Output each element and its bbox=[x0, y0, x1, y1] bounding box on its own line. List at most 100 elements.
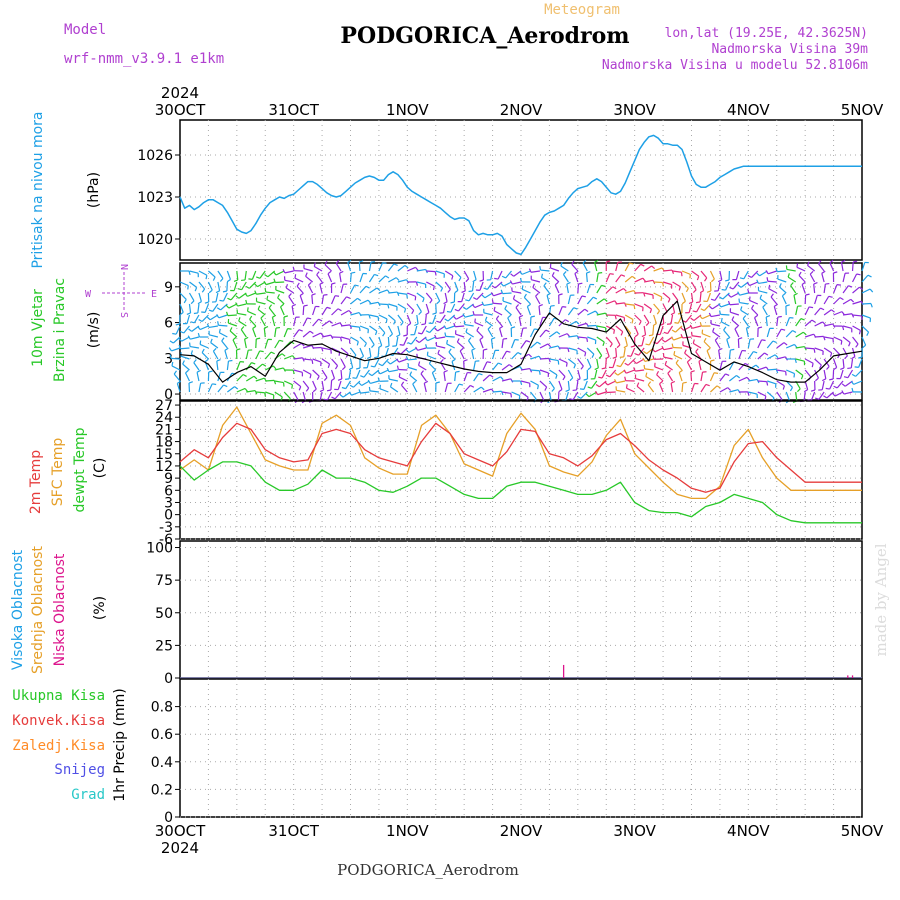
wind-barb bbox=[369, 301, 379, 305]
wind-barb-flag bbox=[731, 316, 735, 321]
wind-barb bbox=[842, 285, 849, 294]
wind-barb-flag bbox=[275, 326, 281, 329]
wind-barb-flag bbox=[348, 391, 353, 396]
wind-barb-flag bbox=[841, 383, 846, 387]
wind-barb bbox=[369, 287, 378, 294]
wind-barb-flag bbox=[710, 278, 715, 283]
wind-barb-flag bbox=[643, 364, 646, 369]
wind-barb-flag bbox=[349, 384, 354, 388]
wind-barb bbox=[776, 369, 786, 373]
wind-barb bbox=[331, 347, 340, 353]
wind-barb bbox=[407, 358, 417, 361]
wind-barb-flag bbox=[257, 305, 261, 310]
wind-barb bbox=[492, 350, 496, 360]
wind-barb bbox=[492, 390, 502, 393]
wind-barb bbox=[198, 281, 206, 290]
wind-barb-flag bbox=[719, 296, 724, 300]
y-tick-label: 100 bbox=[146, 541, 173, 557]
wind-barb-flag bbox=[567, 348, 570, 353]
wind-barb bbox=[312, 358, 322, 363]
wind-barb-flag bbox=[405, 349, 410, 353]
wind-barb bbox=[285, 287, 295, 294]
wind-barb-flag bbox=[587, 366, 592, 371]
wind-barb bbox=[790, 285, 797, 294]
wind-barb-flag bbox=[476, 326, 480, 331]
wind-barb bbox=[236, 387, 246, 393]
wind-barb bbox=[645, 375, 654, 382]
wind-barb-flag bbox=[699, 290, 704, 294]
wind-barb-flag bbox=[532, 283, 535, 288]
wind-barb-flag bbox=[225, 311, 229, 316]
wind-barb bbox=[321, 369, 328, 378]
wind-barb bbox=[607, 380, 616, 386]
wind-barb bbox=[321, 295, 325, 305]
wind-barb-flag bbox=[609, 273, 614, 275]
date-tick-label: 1NOV bbox=[386, 822, 429, 840]
wind-barb bbox=[493, 292, 503, 297]
wind-barb-flag bbox=[194, 287, 198, 292]
wind-barb-flag bbox=[736, 374, 741, 379]
wind-barb-flag bbox=[508, 364, 513, 368]
wind-barb-flag bbox=[800, 375, 804, 380]
wind-barb-flag bbox=[725, 373, 730, 376]
wind-barb bbox=[762, 306, 768, 316]
wind-barb bbox=[577, 283, 580, 294]
wind-barb-flag bbox=[229, 327, 233, 332]
wind-barb-flag bbox=[221, 337, 225, 342]
wind-barb bbox=[546, 295, 550, 305]
wind-barb bbox=[700, 372, 704, 382]
series-line-pritisak-na-nivou-mora bbox=[179, 134, 862, 256]
wind-barb bbox=[575, 380, 579, 390]
wind-barb-flag bbox=[783, 342, 788, 346]
wind-barb bbox=[406, 303, 415, 311]
wind-barb bbox=[303, 267, 313, 272]
wind-barb bbox=[339, 273, 342, 283]
wind-barb bbox=[245, 350, 249, 360]
wind-barb bbox=[624, 314, 634, 321]
wind-barb bbox=[643, 314, 650, 323]
wind-barb bbox=[427, 336, 436, 342]
wind-barb bbox=[198, 270, 208, 276]
wind-barb-flag bbox=[794, 358, 797, 364]
wind-barb bbox=[805, 347, 815, 350]
wind-barb bbox=[539, 357, 549, 360]
wind-barb bbox=[635, 377, 645, 382]
wind-barb-flag bbox=[377, 370, 381, 375]
wind-barb bbox=[340, 347, 349, 355]
wind-barb bbox=[246, 389, 256, 393]
wind-barb bbox=[577, 308, 586, 316]
series-line-dewpt-temp bbox=[179, 461, 862, 524]
wind-barb-flag bbox=[829, 352, 833, 357]
wind-barb-flag bbox=[193, 312, 198, 315]
wind-barb bbox=[260, 317, 266, 327]
wind-barb-flag bbox=[451, 358, 456, 362]
wind-barb-flag bbox=[273, 271, 277, 276]
wind-barb bbox=[615, 336, 621, 346]
wind-barb-flag bbox=[198, 319, 203, 323]
wind-barb bbox=[198, 383, 202, 393]
wind-barb bbox=[319, 284, 323, 294]
wind-barb-flag bbox=[500, 376, 504, 381]
wind-barb-flag bbox=[623, 345, 628, 349]
wind-barb bbox=[388, 277, 397, 283]
wind-barb-flag bbox=[647, 381, 652, 386]
wind-barb-flag bbox=[437, 349, 440, 354]
wind-barb bbox=[193, 314, 200, 324]
wind-barb-flag bbox=[519, 277, 523, 282]
y-tick-label: 3 bbox=[164, 495, 173, 511]
wind-barb bbox=[179, 281, 189, 287]
wind-barb bbox=[765, 316, 768, 327]
wind-barb-flag bbox=[201, 348, 205, 353]
wind-barb bbox=[776, 316, 779, 327]
wind-barb bbox=[530, 369, 540, 372]
year-bottom: 2024 bbox=[161, 839, 199, 857]
wind-barb bbox=[435, 292, 441, 302]
wind-barb-flag bbox=[809, 270, 814, 275]
wind-barb bbox=[605, 358, 607, 369]
wind-barb bbox=[767, 280, 777, 283]
wind-barb bbox=[302, 344, 312, 349]
wind-barb-flag bbox=[540, 273, 544, 278]
wind-barb bbox=[259, 270, 266, 279]
wind-barb bbox=[424, 314, 427, 325]
